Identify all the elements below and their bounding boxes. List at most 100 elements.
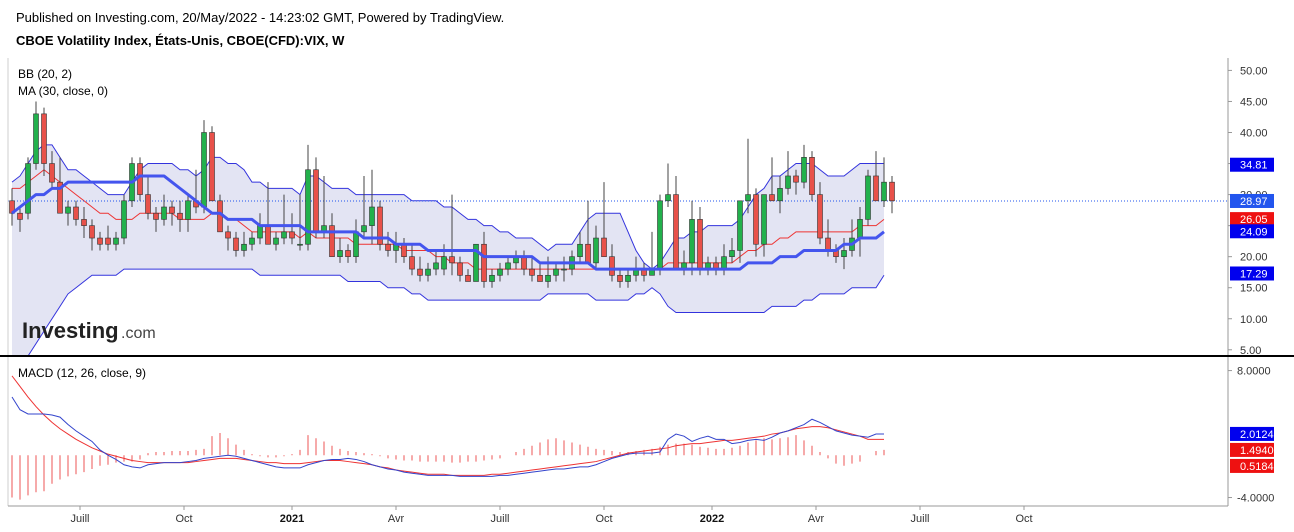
candle-body xyxy=(25,163,31,214)
candle-body xyxy=(625,274,631,282)
published-caption: Published on Investing.com, 20/May/2022 … xyxy=(16,10,505,25)
candle xyxy=(481,231,487,288)
candle-body xyxy=(889,181,895,202)
price-badge: 34.81 xyxy=(1230,157,1274,172)
candle-body xyxy=(729,250,735,257)
candle xyxy=(881,157,887,207)
candle-body xyxy=(281,231,287,239)
candle xyxy=(753,188,759,257)
price-badge-bg xyxy=(1230,193,1274,208)
candle xyxy=(161,194,167,226)
price-ytick-label: 5.00 xyxy=(1240,345,1261,357)
price-badge-bg xyxy=(1230,157,1274,172)
candle xyxy=(801,144,807,189)
candle-body xyxy=(577,243,583,257)
candle-body xyxy=(9,200,15,214)
candle xyxy=(201,120,207,214)
candle xyxy=(89,219,95,251)
candle xyxy=(673,175,679,270)
candle-body xyxy=(185,200,191,220)
candle-body xyxy=(305,169,311,245)
candle xyxy=(505,256,511,276)
macd-badge-text: 1.4940 xyxy=(1240,445,1274,457)
candle xyxy=(25,157,31,220)
candle-body xyxy=(673,194,679,270)
candle xyxy=(337,238,343,263)
candle-body xyxy=(777,188,783,202)
price-badge-bg xyxy=(1230,224,1274,239)
candle xyxy=(49,151,55,189)
ma-indicator-label: MA (30, close, 0) xyxy=(18,84,108,98)
candle-body xyxy=(209,132,215,202)
candle xyxy=(297,194,303,251)
price-badge-bg xyxy=(1230,266,1274,281)
candle xyxy=(369,169,375,245)
candle-body xyxy=(865,175,871,220)
candle xyxy=(81,207,87,239)
macd-ytick-label: -4.0000 xyxy=(1237,493,1274,505)
candle-body xyxy=(817,194,823,239)
candle xyxy=(425,262,431,282)
candle-body xyxy=(521,256,527,270)
candle xyxy=(497,262,503,282)
candle xyxy=(665,163,671,207)
candle xyxy=(873,151,879,202)
price-ytick-label: 10.00 xyxy=(1240,314,1268,326)
candle xyxy=(417,256,423,282)
price-ytick-label: 20.00 xyxy=(1240,252,1268,264)
candle-body xyxy=(825,237,831,251)
price-ytick-label: 45.00 xyxy=(1240,96,1268,108)
candle-body xyxy=(657,200,663,270)
candle-body xyxy=(329,225,335,257)
candle xyxy=(385,231,391,257)
price-badge: 24.09 xyxy=(1230,224,1274,239)
candle xyxy=(209,126,215,202)
candle-body xyxy=(73,206,79,220)
candle-body xyxy=(337,250,343,257)
candle-body xyxy=(249,237,255,245)
candle-body xyxy=(689,219,695,264)
candle xyxy=(609,244,615,282)
candle-body xyxy=(481,243,487,282)
candle xyxy=(561,256,567,282)
candle-body xyxy=(601,237,607,257)
candle-body xyxy=(97,237,103,245)
candle-body xyxy=(537,274,543,282)
candle xyxy=(73,200,79,226)
price-badge-text: 24.09 xyxy=(1240,226,1268,238)
candle-body xyxy=(873,175,879,202)
candle xyxy=(793,169,799,195)
xtick-label: Juill xyxy=(71,513,90,525)
macd-badge-text: 2.0124 xyxy=(1240,429,1274,441)
candle-body xyxy=(425,268,431,276)
candle-body xyxy=(273,237,279,245)
candle-body xyxy=(153,212,159,220)
candle-body xyxy=(409,256,415,270)
candle-body xyxy=(433,262,439,270)
candle-body xyxy=(593,237,599,264)
candle xyxy=(121,194,127,245)
candle-body xyxy=(857,219,863,239)
candle xyxy=(273,231,279,251)
candle-body xyxy=(753,194,759,245)
macd-ytick-label: 8.0000 xyxy=(1237,366,1271,378)
candle xyxy=(761,194,767,257)
candle xyxy=(537,262,543,282)
macd-panel xyxy=(11,375,885,500)
candle-body xyxy=(841,250,847,257)
candle xyxy=(529,256,535,282)
macd-signal-line xyxy=(11,375,884,476)
macd-badge: 1.4940 xyxy=(1230,442,1274,457)
candle-body xyxy=(769,194,775,202)
candle-body xyxy=(441,256,447,270)
candle xyxy=(601,182,607,257)
candle xyxy=(737,200,743,263)
candle xyxy=(249,231,255,251)
candle-body xyxy=(785,175,791,189)
candle-body xyxy=(401,243,407,257)
price-badge-text: 34.81 xyxy=(1240,160,1268,172)
candle-body xyxy=(449,256,455,264)
candle-body xyxy=(345,250,351,257)
candle-body xyxy=(113,237,119,245)
